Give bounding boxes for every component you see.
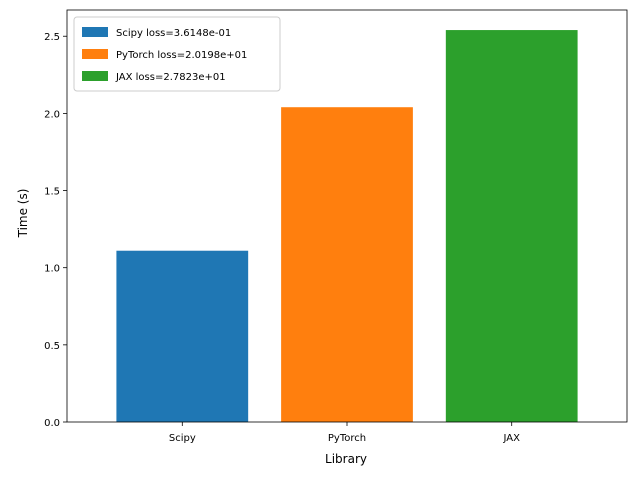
y-tick-label: 1.5 — [44, 187, 60, 198]
legend-swatch — [82, 27, 108, 37]
bar-pytorch — [281, 107, 413, 422]
y-tick-label: 0.5 — [44, 341, 60, 352]
y-tick-label: 2.5 — [44, 32, 60, 43]
legend-label: PyTorch loss=2.0198e+01 — [116, 50, 247, 61]
y-tick-label: 2.0 — [44, 109, 60, 120]
x-axis-label: Library — [325, 452, 367, 466]
bar-jax — [445, 30, 578, 422]
legend-swatch — [82, 71, 108, 81]
legend-label: JAX loss=2.7823e+01 — [115, 72, 226, 83]
legend-label: Scipy loss=3.6148e-01 — [116, 28, 231, 39]
x-tick-label: JAX — [502, 433, 520, 444]
x-tick-label: PyTorch — [328, 433, 366, 444]
legend-swatch — [82, 49, 108, 59]
y-tick-label: 0.0 — [44, 418, 60, 429]
bars-layer — [116, 30, 578, 422]
bar-scipy — [116, 250, 249, 422]
axes-layer: 0.0 0.5 1.0 1.5 2.0 2.5 Scipy PyTorch JAX — [44, 9, 628, 444]
legend: Scipy loss=3.6148e-01 PyTorch loss=2.0198… — [73, 16, 281, 92]
x-tick-label: Scipy — [169, 433, 196, 444]
y-tick-label: 1.0 — [44, 264, 60, 275]
y-axis-label: Time (s) — [16, 189, 30, 239]
legend-box — [73, 16, 281, 92]
